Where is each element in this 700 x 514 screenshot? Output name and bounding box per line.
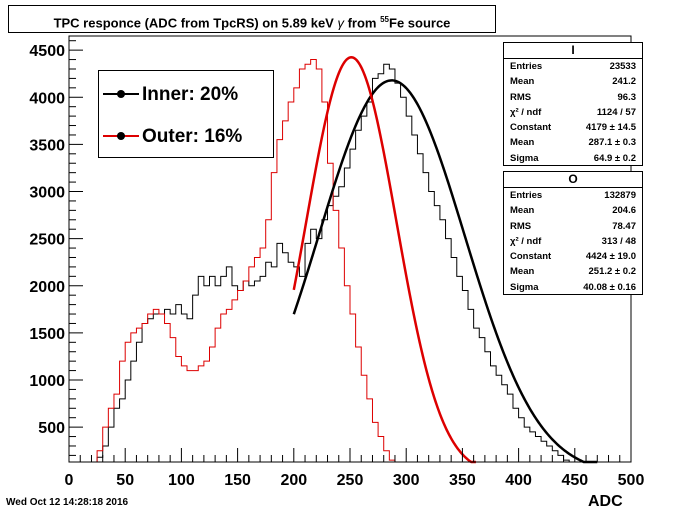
stats-row: RMS 78.47 bbox=[504, 219, 642, 234]
axes: 0 50 100 150 200 250 300 350 400 450 500 500 1000 150… bbox=[29, 35, 645, 489]
y-tick-label: 2500 bbox=[29, 232, 65, 249]
stats-row: Sigma 40.08 ± 0.16 bbox=[504, 280, 642, 295]
datestamp: Wed Oct 12 14:28:18 2016 bbox=[6, 497, 129, 508]
stats-box-outer: O Entries 132879 Mean 204.6 RMS 78.47 χ² / ndf… bbox=[503, 171, 643, 295]
legend-label-outer: Outer: 16% bbox=[142, 126, 243, 147]
stats-row: Mean 251.2 ± 0.2 bbox=[504, 264, 642, 279]
stats-row: RMS 96.3 bbox=[504, 90, 642, 105]
stats-row-label: RMS bbox=[510, 91, 532, 103]
stats-row-value: 4179 ± 14.5 bbox=[585, 122, 636, 134]
stats-row-label: Mean bbox=[510, 266, 535, 278]
fit-curve-o bbox=[292, 56, 476, 464]
stats-row-label: Sigma bbox=[510, 281, 539, 293]
stats-row-value: 313 / 48 bbox=[601, 235, 636, 247]
stats-row-label: χ² / ndf bbox=[510, 106, 542, 118]
y-tick-label: 4000 bbox=[29, 90, 65, 107]
y-tick-label: 3000 bbox=[29, 185, 65, 202]
stats-row-label: Sigma bbox=[510, 152, 539, 164]
stats-row-value: 251.2 ± 0.2 bbox=[588, 266, 636, 278]
stats-row-label: Mean bbox=[510, 205, 535, 217]
x-tick-label: 350 bbox=[449, 472, 476, 489]
legend-label-inner: Inner: 20% bbox=[142, 84, 239, 105]
legend-marker-outer-icon bbox=[103, 132, 139, 140]
y-tick-label: 500 bbox=[38, 420, 65, 437]
fit-layer bbox=[292, 56, 598, 464]
fit-curve-i bbox=[292, 79, 598, 464]
y-tick-label: 1000 bbox=[29, 373, 65, 390]
legend-marker-inner-icon bbox=[103, 90, 139, 98]
histogram-series-i bbox=[91, 63, 587, 463]
stats-row-value: 23533 bbox=[609, 61, 636, 72]
stats-row-value: 204.6 bbox=[612, 205, 636, 217]
stats-row-value: 287.1 ± 0.3 bbox=[588, 137, 636, 149]
stats-row: Entries 132879 bbox=[504, 188, 642, 203]
stats-row-value: 241.2 bbox=[612, 76, 636, 88]
stats-outer-name: O bbox=[504, 172, 642, 188]
stats-row: Entries 23533 bbox=[504, 59, 642, 74]
x-tick-label: 100 bbox=[168, 472, 195, 489]
stats-row-label: χ² / ndf bbox=[510, 235, 542, 247]
stats-inner-name: I bbox=[504, 43, 642, 59]
stats-row-value: 96.3 bbox=[617, 91, 637, 103]
stats-row-label: Mean bbox=[510, 137, 535, 149]
stats-row-label: Entries bbox=[510, 61, 543, 72]
stats-row-value: 78.47 bbox=[612, 220, 636, 232]
stats-box-inner: I Entries 23533 Mean 241.2 RMS 96.3 χ² / ndf 11… bbox=[503, 42, 643, 166]
stats-row-label: RMS bbox=[510, 220, 532, 232]
stats-row-value: 1124 / 57 bbox=[596, 106, 636, 118]
x-tick-label: 250 bbox=[337, 472, 364, 489]
stats-row: Sigma 64.9 ± 0.2 bbox=[504, 151, 642, 166]
stats-row: Mean 204.6 bbox=[504, 203, 642, 218]
stats-row-label: Constant bbox=[510, 122, 552, 134]
histogram-series-o bbox=[91, 59, 418, 463]
stats-row: Mean 241.2 bbox=[504, 74, 642, 89]
stats-row: χ² / ndf 313 / 48 bbox=[504, 234, 642, 249]
y-tick-label: 4500 bbox=[29, 43, 65, 60]
y-tick-label: 3500 bbox=[29, 137, 65, 154]
x-tick-label: 300 bbox=[393, 472, 420, 489]
stats-row: Constant 4424 ± 19.0 bbox=[504, 249, 642, 264]
legend-entry-inner: Inner: 20% bbox=[99, 74, 273, 114]
stats-row-value: 4424 ± 19.0 bbox=[585, 251, 636, 263]
stats-row: Constant 4179 ± 14.5 bbox=[504, 120, 642, 135]
y-tick-label: 2000 bbox=[29, 279, 65, 296]
legend: Inner: 20% Outer: 16% bbox=[98, 70, 274, 158]
stats-row-value: 132879 bbox=[604, 190, 636, 201]
stats-row-value: 64.9 ± 0.2 bbox=[593, 152, 636, 164]
x-tick-label: 450 bbox=[561, 472, 588, 489]
x-tick-label: 0 bbox=[65, 472, 74, 489]
stats-row: Mean 287.1 ± 0.3 bbox=[504, 135, 642, 150]
x-axis-label: ADC bbox=[588, 493, 623, 510]
histogram-layer bbox=[91, 59, 587, 463]
legend-entry-outer: Outer: 16% bbox=[99, 116, 273, 156]
stats-row-value: 40.08 ± 0.16 bbox=[583, 281, 636, 293]
stats-row: χ² / ndf 1124 / 57 bbox=[504, 105, 642, 120]
plot-title: TPC responce (ADC from TpcRS) on 5.89 ke… bbox=[8, 5, 496, 33]
x-tick-label: 200 bbox=[280, 472, 307, 489]
x-tick-label: 400 bbox=[505, 472, 532, 489]
stats-row-label: Mean bbox=[510, 76, 535, 88]
y-tick-label: 1500 bbox=[29, 326, 65, 343]
stats-row-label: Entries bbox=[510, 190, 543, 201]
stats-row-label: Constant bbox=[510, 251, 552, 263]
x-tick-label: 50 bbox=[116, 472, 134, 489]
x-tick-label: 150 bbox=[224, 472, 251, 489]
x-tick-label: 500 bbox=[618, 472, 645, 489]
